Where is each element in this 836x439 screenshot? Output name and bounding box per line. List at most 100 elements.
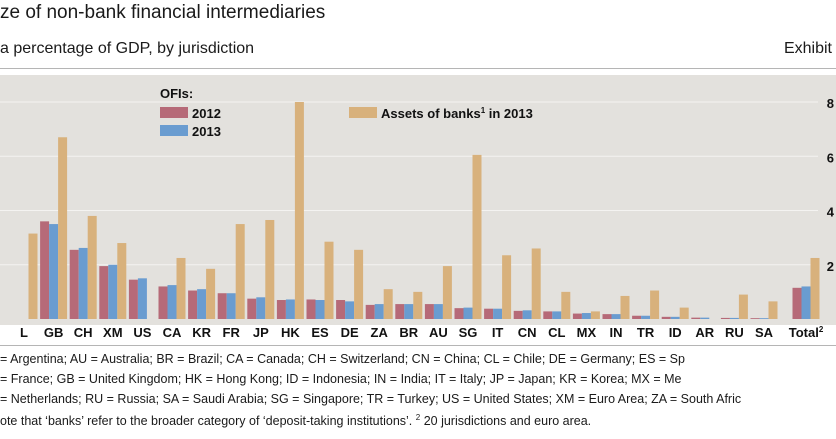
x-tick-label-tr: TR: [637, 325, 655, 340]
x-tick-label-kr: KR: [192, 325, 211, 340]
bar-ofi-2013-cl: [552, 311, 562, 319]
bar-ofi-2013-mx: [581, 313, 591, 319]
bar-ofi-2013-fr: [226, 293, 236, 319]
x-tick-label-l: L: [20, 325, 28, 340]
bar-banks-2013-za: [383, 289, 393, 319]
y-tick-label-800: 8: [827, 96, 834, 111]
x-tick-label-za: ZA: [371, 325, 389, 340]
x-tick-label-sa: SA: [755, 325, 774, 340]
bar-banks-2013-hk: [294, 102, 304, 319]
bar-ofi-2012-it: [484, 308, 494, 319]
x-tick-label-mx: MX: [577, 325, 597, 340]
bar-banks-2013-ca: [176, 257, 186, 319]
bar-ofi-2012-jp: [247, 298, 257, 319]
legend-swatch-banks: [349, 107, 377, 118]
note-line-2: = France; GB = United Kingdom; HK = Hong…: [0, 372, 682, 386]
bar-banks-2013-cl: [561, 291, 571, 319]
y-tick-label-600: 6: [827, 150, 834, 165]
legend-group-title: OFIs:: [160, 86, 193, 101]
x-tick-labels: L GB CH XM US CA KR FR JP HK ES DE ZA BR AU SG IT CN CL MX I…: [20, 325, 824, 340]
bar-ofi-2012-xm: [99, 266, 109, 319]
bar-ofi-2013-sa: [759, 318, 769, 319]
bar-ofi-2013-xm: [108, 264, 118, 319]
bar-ofi-2013-us: [137, 278, 147, 319]
x-tick-label-in: IN: [610, 325, 623, 340]
y-tick-label-200: 2: [827, 259, 834, 274]
x-tick-label-cn: CN: [518, 325, 537, 340]
bar-ofi-2013-ch: [78, 247, 88, 319]
x-tick-label-ch: CH: [74, 325, 93, 340]
bar-ofi-2013-sg: [463, 307, 473, 319]
legend-swatch-2013: [160, 125, 188, 136]
chart-subtitle: a percentage of GDP, by jurisdiction: [0, 40, 255, 57]
x-tick-label-cl: CL: [548, 325, 565, 340]
bar-ofi-2013-br: [404, 304, 414, 319]
bar-banks-2013-sa: [768, 301, 778, 319]
bar-banks-2013-jp: [265, 219, 275, 319]
bar-ofi-2012-id: [661, 316, 671, 319]
bar-ofi-2012-de: [336, 300, 346, 319]
bar-ofi-2012-cl: [543, 311, 553, 319]
bar-ofi-2012-sg: [454, 308, 464, 319]
bar-ofi-2012-gb: [40, 221, 50, 319]
bar-ofi-2012-au: [424, 304, 434, 319]
bar-ofi-2012-br: [395, 304, 405, 319]
legend-label-2012: 2012: [192, 106, 221, 121]
x-tick-label-total: Total2: [789, 325, 824, 340]
x-tick-label-xm: XM: [103, 325, 123, 340]
x-tick-label-id: ID: [669, 325, 682, 340]
x-tick-label-de: DE: [341, 325, 359, 340]
bar-banks-2013-br: [413, 291, 423, 319]
bar-banks-2013-it: [502, 255, 512, 319]
x-tick-label-au: AU: [429, 325, 448, 340]
bar-ofi-2012-kr: [188, 290, 198, 319]
bar-ofi-2012-sa: [750, 318, 760, 319]
y-tick-labels: 2 4 6 8: [827, 96, 835, 274]
legend-label-banks: Assets of banks1 in 2013: [381, 106, 533, 121]
notes-rule: [0, 345, 836, 346]
bar-ofi-2012-cn: [513, 310, 523, 319]
bar-banks-2013-au: [442, 266, 452, 319]
bar-ofi-2012-ch: [69, 249, 79, 319]
bar-ofi-2012-ar: [691, 317, 701, 319]
bar-banks-2013-id: [679, 307, 689, 319]
bar-ofi-2013-jp: [256, 297, 266, 319]
bar-ofi-2013-hk: [285, 299, 295, 319]
bar-ofi-2013-es: [315, 300, 325, 319]
bar-ofi-2012-mx: [572, 313, 582, 319]
x-tick-label-br: BR: [399, 325, 418, 340]
x-tick-label-ar: AR: [695, 325, 714, 340]
x-tick-label-es: ES: [311, 325, 329, 340]
chart-title: ze of non-bank financial intermediaries: [0, 2, 326, 23]
bar-banks-2013-sg: [472, 154, 482, 319]
bar-ofi-2012-hk: [276, 300, 286, 319]
bar-ofi-2013-ar: [700, 317, 710, 319]
bar-ofi-2012-es: [306, 299, 316, 319]
bar-ofi-2012-tr: [632, 315, 642, 319]
bar-banks-2013-ch: [87, 215, 97, 319]
bar-banks-2013-es: [324, 241, 334, 319]
legend-label-2013: 2013: [192, 124, 221, 139]
x-tick-label-fr: FR: [223, 325, 241, 340]
bar-ofi-2012-ru: [720, 317, 730, 319]
bar-banks-2013-total: [810, 257, 820, 319]
exhibit-label: Exhibit: [783, 40, 832, 57]
legend-swatch-2012: [160, 107, 188, 118]
x-tick-label-us: US: [133, 325, 151, 340]
bar-ofi-2013-total: [801, 286, 811, 319]
bar-banks-2013-gb: [58, 137, 68, 319]
gridlines: [0, 101, 818, 266]
bar-banks-2013-in: [620, 295, 630, 319]
bar-banks-2013-xm: [117, 243, 127, 319]
bar-ofi-2013-gb: [49, 224, 59, 319]
bar-ofi-2012-fr: [217, 293, 227, 319]
bar-ofi-2013-in: [611, 314, 621, 319]
x-tick-label-jp: JP: [253, 325, 269, 340]
bar-ofi-2012-ca: [158, 286, 168, 319]
bar-ofi-2013-tr: [641, 315, 651, 319]
bar-ofi-2012-in: [602, 314, 612, 319]
bar-ofi-2013-it: [493, 308, 503, 319]
bar-ofi-2013-ca: [167, 285, 177, 319]
legend: OFIs: 2012 2013 Assets of banks1 in 2013: [160, 86, 533, 139]
